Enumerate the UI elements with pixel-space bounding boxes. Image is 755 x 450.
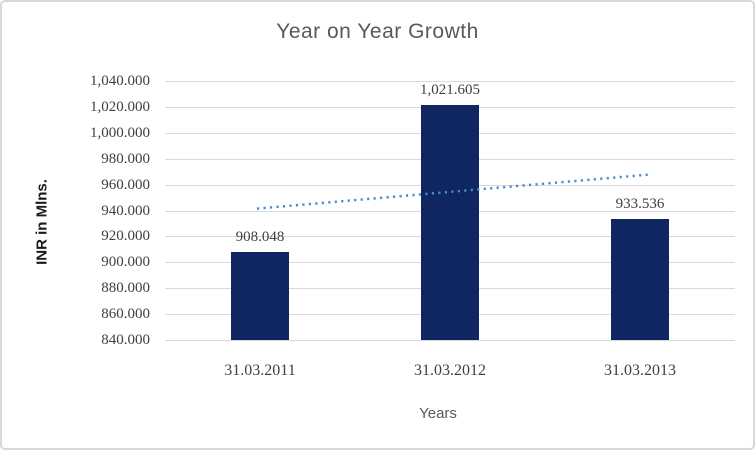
bar-data-label: 1,021.605	[420, 82, 480, 98]
y-axis-tick-label: 940.000	[101, 203, 150, 219]
plot-area: 908.048 1,021.605 933.536	[165, 81, 735, 341]
y-axis-tick-label: 1,020.000	[90, 99, 150, 115]
y-axis-tick-label: 980.000	[101, 151, 150, 167]
y-axis-tick-label: 1,040.000	[90, 73, 150, 89]
y-axis-tick-label: 900.000	[101, 254, 150, 270]
x-axis-tick-label: 31.03.2011	[224, 362, 296, 379]
bar	[611, 219, 669, 340]
bar	[421, 105, 479, 340]
gridline	[165, 340, 735, 341]
y-axis-tick-label: 920.000	[101, 228, 150, 244]
x-axis-tick-label: 31.03.2013	[604, 362, 676, 379]
x-axis-tick-label: 31.03.2012	[414, 362, 486, 379]
y-axis-tick-label: 960.000	[101, 177, 150, 193]
y-axis-tick-label: 840.000	[101, 332, 150, 348]
bar-data-label: 908.048	[235, 229, 285, 245]
y-axis-tick-label: 1,000.000	[90, 125, 150, 141]
chart-title: Year on Year Growth	[276, 20, 479, 43]
bar-data-label: 933.536	[615, 196, 665, 212]
y-axis-tick-label: 880.000	[101, 280, 150, 296]
trendline	[256, 173, 651, 210]
gridline	[165, 81, 735, 82]
x-axis-title: Years	[419, 405, 457, 422]
y-axis-tick-label: 860.000	[101, 306, 150, 322]
bar	[231, 252, 289, 340]
